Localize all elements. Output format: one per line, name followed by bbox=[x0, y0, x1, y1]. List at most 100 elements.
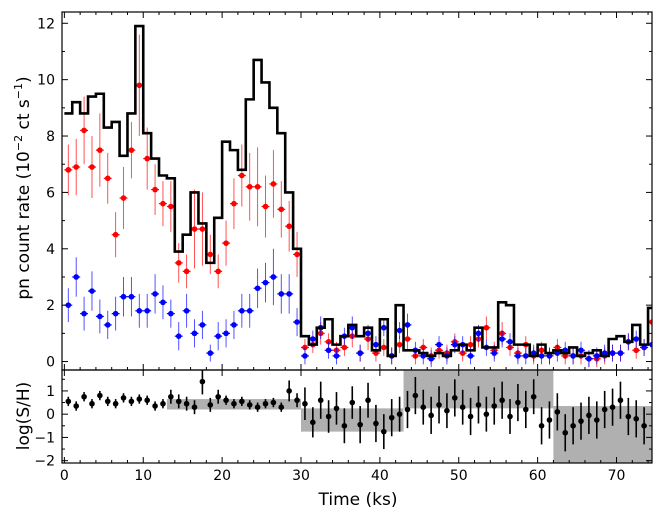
top-plot-area bbox=[64, 24, 652, 368]
hard-point bbox=[168, 310, 174, 317]
hard-point bbox=[97, 313, 103, 320]
hard-point bbox=[546, 353, 553, 359]
hard-point bbox=[530, 350, 537, 356]
hard-point bbox=[586, 355, 592, 362]
hard-point bbox=[175, 333, 182, 339]
soft-point bbox=[207, 251, 214, 258]
y-tick-label-bottom: −1 bbox=[34, 430, 55, 446]
ratio-band-1 bbox=[300, 408, 404, 432]
soft-point bbox=[404, 336, 411, 342]
ratio-point bbox=[65, 398, 72, 405]
ratio-point bbox=[325, 413, 332, 420]
soft-point bbox=[160, 200, 166, 207]
hard-point bbox=[112, 310, 119, 317]
soft-point bbox=[97, 147, 103, 153]
hard-point bbox=[104, 322, 111, 328]
hard-point bbox=[538, 353, 545, 359]
hard-point bbox=[183, 308, 190, 314]
x-tick-label: 0 bbox=[60, 468, 69, 484]
soft-point bbox=[278, 206, 285, 213]
hard-point bbox=[278, 291, 285, 297]
ratio-point bbox=[357, 421, 363, 428]
ratio-point bbox=[554, 409, 561, 415]
hard-point bbox=[144, 308, 150, 314]
hard-point bbox=[578, 347, 584, 354]
ratio-point bbox=[562, 429, 569, 436]
hard-point bbox=[452, 341, 458, 348]
ratio-point bbox=[507, 413, 513, 420]
hard-point bbox=[128, 293, 135, 300]
ratio-point bbox=[302, 400, 308, 407]
ratio-point bbox=[459, 404, 466, 411]
x-tick-label: 20 bbox=[213, 468, 231, 484]
y-tick-label-top: 8 bbox=[46, 129, 55, 145]
hard-point bbox=[570, 353, 576, 359]
ratio-point bbox=[207, 402, 214, 408]
top-plot-frame bbox=[61, 11, 653, 371]
soft-point bbox=[215, 268, 221, 275]
soft-point bbox=[199, 226, 206, 232]
ratio-point bbox=[617, 397, 624, 404]
ratio-point bbox=[404, 406, 411, 413]
hard-point bbox=[73, 274, 79, 280]
ratio-point bbox=[593, 417, 600, 423]
hard-point bbox=[420, 353, 427, 359]
ratio-point bbox=[144, 397, 150, 404]
x-tick-label: 70 bbox=[608, 468, 626, 484]
hard-point bbox=[160, 299, 166, 306]
hard-point bbox=[302, 353, 308, 359]
soft-point bbox=[483, 324, 490, 331]
hard-point bbox=[633, 336, 640, 342]
bottom-plot-frame bbox=[61, 369, 653, 464]
soft-point bbox=[246, 183, 253, 190]
ratio-band-3 bbox=[553, 406, 652, 463]
hard-point bbox=[120, 293, 127, 300]
soft-point bbox=[128, 147, 135, 153]
ratio-point bbox=[515, 399, 521, 406]
hard-point bbox=[215, 333, 221, 339]
soft-point bbox=[112, 231, 119, 238]
soft-point bbox=[81, 127, 87, 134]
hard-point bbox=[310, 336, 316, 342]
soft-point bbox=[223, 240, 229, 246]
y-tick-label-bottom: −2 bbox=[34, 454, 55, 470]
soft-point bbox=[239, 172, 245, 179]
y-tick-label-bottom: 1 bbox=[46, 384, 55, 400]
ratio-point bbox=[349, 399, 356, 406]
hard-point bbox=[396, 327, 403, 334]
soft-point bbox=[168, 203, 174, 210]
hard-point bbox=[491, 350, 498, 356]
hard-point bbox=[554, 350, 561, 356]
soft-point bbox=[152, 186, 158, 193]
ratio-point bbox=[633, 416, 640, 422]
ratio-point bbox=[239, 398, 245, 405]
y-tick-label-bottom: 0 bbox=[46, 407, 55, 423]
x-axis-title: Time (ks) bbox=[318, 490, 398, 510]
ratio-point bbox=[365, 397, 371, 404]
hard-point bbox=[65, 302, 72, 308]
ratio-point bbox=[428, 412, 434, 419]
x-tick-label: 40 bbox=[371, 468, 389, 484]
soft-point bbox=[73, 164, 79, 170]
ratio-point bbox=[270, 399, 277, 406]
ratio-point bbox=[483, 411, 490, 417]
hard-point bbox=[593, 353, 600, 359]
ratio-point bbox=[168, 393, 174, 400]
soft-point bbox=[649, 319, 652, 325]
ratio-point bbox=[120, 395, 127, 401]
ratio-point bbox=[183, 400, 190, 407]
hard-point bbox=[373, 341, 379, 348]
ratio-point bbox=[136, 396, 143, 402]
ratio-point bbox=[128, 398, 135, 405]
soft-point bbox=[104, 175, 111, 182]
hard-point bbox=[365, 330, 371, 337]
soft-point bbox=[294, 251, 300, 258]
ratio-point bbox=[373, 420, 379, 427]
hard-point bbox=[562, 347, 569, 354]
hard-point bbox=[239, 308, 245, 314]
ratio-point bbox=[586, 412, 592, 419]
soft-point bbox=[120, 195, 127, 201]
y-tick-label-top: 6 bbox=[46, 185, 55, 201]
